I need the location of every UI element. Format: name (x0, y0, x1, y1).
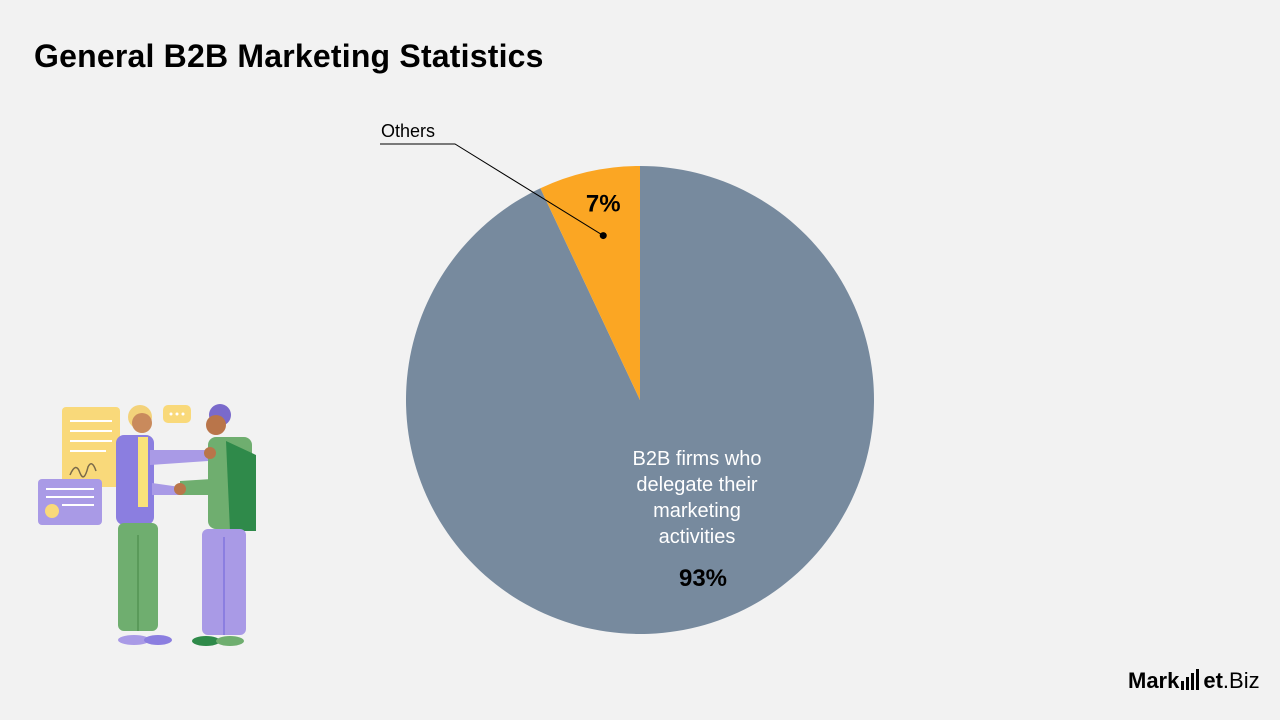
certificate-icon (38, 479, 102, 525)
slice-value-others: 7% (586, 191, 621, 218)
bar-chart-icon (1181, 669, 1200, 690)
logo-text-part2: et (1203, 668, 1223, 693)
marketbiz-logo: Mark et .Biz (1128, 668, 1260, 694)
pie-slice-b2b-firms (406, 166, 875, 634)
logo-text-part3: .Biz (1222, 668, 1260, 693)
callout-line-others (380, 143, 604, 237)
slice-label-b2b-firms-line: delegate their (636, 474, 758, 496)
slice-label-others: Others (381, 121, 435, 141)
page-title: General B2B Marketing Statistics (34, 38, 544, 74)
handshake-illustration (38, 404, 256, 646)
pie-slice-others (540, 166, 640, 400)
logo-text-part1: Mark (1128, 668, 1180, 693)
slice-label-b2b-firms-line: B2B firms who (633, 448, 762, 470)
slice-value-b2b-firms: 93% (679, 565, 727, 592)
slice-label-b2b-firms-line: marketing (653, 500, 741, 522)
slice-label-b2b-firms-line: activities (659, 526, 736, 548)
